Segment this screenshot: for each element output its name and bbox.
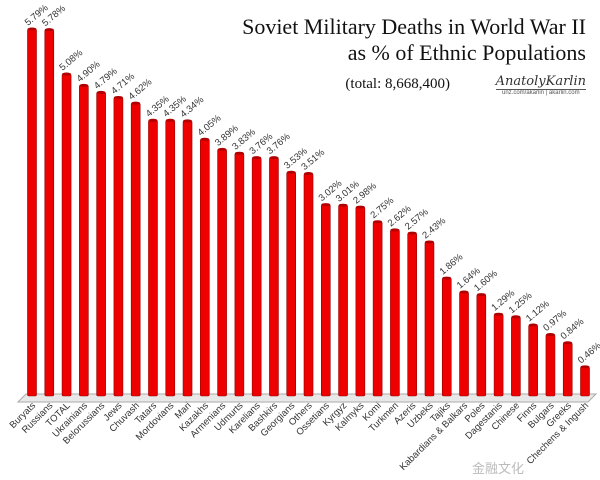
bar <box>528 324 538 397</box>
bar-cap <box>407 231 417 235</box>
bar <box>234 152 245 397</box>
bar <box>61 73 72 397</box>
bar <box>493 313 504 397</box>
bar-cap <box>494 312 504 316</box>
bar <box>165 119 176 397</box>
bar <box>511 316 521 397</box>
bar-cap <box>269 156 279 160</box>
data-label: 5.08% <box>57 47 85 73</box>
bar-cap <box>217 147 227 151</box>
bar-cap <box>373 220 383 224</box>
bar-cap <box>545 333 555 337</box>
bar <box>200 138 210 397</box>
bar-cap <box>113 95 123 99</box>
bar-cap <box>234 151 244 155</box>
bar <box>407 232 417 397</box>
bar-cap <box>148 118 158 122</box>
author-logo: AnatolyKarlin unz.com/akarlin | akarlin.… <box>495 74 586 96</box>
bar <box>130 102 141 397</box>
bar <box>113 97 124 397</box>
chart-subtitle: (total: 8,668,400) <box>345 76 450 92</box>
bar <box>182 120 193 397</box>
logo-url: unz.com/akarlin | akarlin.com <box>501 90 580 96</box>
bar <box>562 342 573 397</box>
bar-cap <box>44 28 54 32</box>
data-label: 0.46% <box>576 340 600 366</box>
logo-signature: AnatolyKarlin <box>495 74 586 90</box>
bar-cap <box>390 228 400 232</box>
bar-cap <box>200 137 210 141</box>
bar <box>545 334 556 397</box>
bar-cap <box>424 240 434 244</box>
bar-cap <box>459 290 469 294</box>
bar-cap <box>511 315 521 319</box>
chart-title: Soviet Military Deaths in World War II <box>242 14 586 39</box>
bar-cap <box>321 203 331 207</box>
bar <box>320 204 331 397</box>
bar-cap <box>131 101 141 105</box>
bar <box>44 29 55 397</box>
bar-cap <box>476 293 486 297</box>
bar-cap <box>62 72 72 76</box>
data-label: 1.86% <box>438 251 466 277</box>
bar <box>148 119 158 397</box>
bar <box>355 206 366 397</box>
bar-cap <box>286 170 296 174</box>
bar-cap <box>183 119 193 123</box>
bar-cap <box>338 203 348 207</box>
bar-cap <box>563 341 573 345</box>
bar <box>580 366 590 397</box>
bar <box>269 157 279 397</box>
bar-cap <box>442 276 452 280</box>
bar <box>424 241 435 397</box>
bar <box>217 149 227 397</box>
bar <box>303 173 314 397</box>
bar <box>390 229 400 397</box>
watermark: 金融文化 <box>472 462 525 477</box>
bar-cap <box>79 83 89 87</box>
bar <box>27 28 37 397</box>
chart-title-line2: as % of Ethnic Populations <box>347 40 586 65</box>
bar-cap <box>528 323 538 327</box>
bar <box>459 291 469 397</box>
bar <box>476 294 487 397</box>
bar <box>79 85 89 397</box>
bar-cap <box>355 205 365 209</box>
bar-cap <box>96 90 106 94</box>
bar-cap <box>252 156 262 160</box>
bar-cap <box>27 27 37 31</box>
bar-cap <box>165 118 175 122</box>
bar-cap <box>304 172 313 176</box>
bar <box>286 171 297 397</box>
bar <box>372 221 383 397</box>
chart-floor <box>16 393 598 403</box>
bar-cap <box>580 365 590 369</box>
bar <box>441 277 452 397</box>
bar <box>338 204 348 397</box>
bar <box>251 157 262 397</box>
bar <box>96 92 106 397</box>
